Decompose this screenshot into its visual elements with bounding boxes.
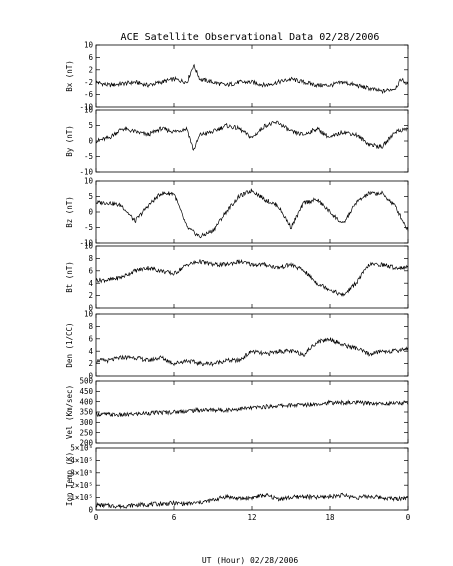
panel-3: 10 5 0 -5 -10 Bz (nT) bbox=[65, 177, 409, 248]
series-line bbox=[95, 399, 409, 418]
y-tick-label: 450 bbox=[79, 387, 93, 396]
panel-1: 10 6 2 -2 -6 -10 Bx (nT) bbox=[65, 41, 409, 112]
y-tick-label: 4 bbox=[88, 279, 93, 288]
y-tick-label: 6 bbox=[88, 266, 93, 275]
y-tick-label: 10 bbox=[84, 310, 94, 319]
y-tick-label: 2×10⁵ bbox=[70, 481, 93, 490]
y-tick-label: 0 bbox=[88, 506, 93, 515]
x-tick-label: 12 bbox=[247, 513, 256, 522]
x-tick-label: 0 bbox=[406, 513, 411, 522]
panel-frame bbox=[95, 447, 409, 511]
figure-title: ACE Satellite Observational Data 02/28/2… bbox=[121, 32, 380, 43]
y-tick-label: 10 bbox=[84, 106, 94, 115]
y-tick-label: 2 bbox=[88, 359, 93, 368]
x-axis: 0 6 12 18 0 bbox=[94, 513, 411, 522]
y-tick-label: 3×10⁵ bbox=[70, 468, 93, 477]
y-tick-label: 350 bbox=[79, 408, 93, 417]
panel-7: 5×10⁵ 4×10⁵ 3×10⁵ 2×10⁵ 1×10⁵ 0 Ion Temp (K) bbox=[65, 444, 409, 515]
y-tick-label: -5 bbox=[84, 152, 93, 161]
y-tick-label: 8 bbox=[88, 322, 93, 331]
y-tick-label: 5 bbox=[88, 192, 93, 201]
series-line bbox=[95, 120, 409, 151]
y-tick-label: -10 bbox=[79, 103, 93, 112]
series-line bbox=[95, 188, 409, 239]
panel-frame bbox=[95, 313, 409, 377]
x-axis-label: UT (Hour) 02/28/2006 bbox=[202, 556, 299, 565]
panel-4: 10 8 6 4 2 0 Bt (nT) bbox=[65, 242, 409, 313]
y-tick-label: -10 bbox=[79, 168, 93, 177]
y-tick-label: 500 bbox=[79, 377, 93, 386]
y-tick-label: 1×10⁵ bbox=[70, 493, 93, 502]
y-tick-label: -5 bbox=[84, 223, 93, 232]
y-tick-label: 0 bbox=[88, 372, 93, 381]
y-tick-label: 200 bbox=[79, 439, 93, 448]
y-tick-label: 2 bbox=[88, 65, 93, 74]
series-line bbox=[95, 492, 409, 510]
series-line bbox=[95, 337, 409, 367]
y-tick-label: 400 bbox=[79, 397, 93, 406]
y-tick-label: 10 bbox=[84, 41, 94, 50]
panel-frame bbox=[95, 44, 409, 108]
y-tick-label: 0 bbox=[88, 304, 93, 313]
y-tick-label: 10 bbox=[84, 177, 94, 186]
panels: 10 6 2 -2 -6 -10 Bx (nT) 10 5 0 -5 -10 By (nT) 10 5 0 -5… bbox=[65, 41, 409, 515]
x-tick-label: 18 bbox=[325, 513, 335, 522]
y-tick-label: -6 bbox=[84, 90, 94, 99]
y-axis-label: Bx (nT) bbox=[65, 60, 74, 92]
y-axis-label: Ion Temp (K) bbox=[65, 452, 74, 506]
y-tick-label: 2 bbox=[88, 291, 93, 300]
y-tick-label: 4 bbox=[88, 347, 93, 356]
panel-5: 10 8 6 4 2 0 Den (1/CC) bbox=[65, 310, 409, 381]
y-tick-label: 10 bbox=[84, 242, 94, 251]
y-tick-label: 5×10⁵ bbox=[70, 444, 93, 453]
y-tick-label: 6 bbox=[88, 334, 93, 343]
y-axis-label: Bt (nT) bbox=[65, 261, 74, 293]
y-tick-label: 0 bbox=[88, 137, 93, 146]
y-tick-label: -2 bbox=[84, 78, 93, 87]
y-tick-label: 0 bbox=[88, 208, 93, 217]
y-axis-label: Bz (nT) bbox=[65, 196, 74, 228]
y-axis-label: By (nT) bbox=[65, 125, 74, 157]
panel-frame bbox=[95, 245, 409, 309]
y-tick-label: 8 bbox=[88, 254, 93, 263]
panel-frame bbox=[95, 380, 409, 444]
x-tick-label: 6 bbox=[172, 513, 177, 522]
y-tick-label: 250 bbox=[79, 428, 93, 437]
panel-2: 10 5 0 -5 -10 By (nT) bbox=[65, 106, 409, 177]
x-tick-label: 0 bbox=[94, 513, 99, 522]
series-line bbox=[95, 63, 409, 95]
panel-frame bbox=[95, 109, 409, 173]
y-tick-label: 4×10⁵ bbox=[70, 456, 93, 465]
series-line bbox=[95, 258, 409, 297]
y-tick-label: 5 bbox=[88, 121, 93, 130]
y-tick-label: 6 bbox=[88, 53, 93, 62]
y-axis-label: Den (1/CC) bbox=[65, 322, 74, 367]
y-axis-label: Vel (Km/sec) bbox=[65, 385, 74, 439]
y-tick-label: -10 bbox=[79, 239, 93, 248]
y-tick-label: 300 bbox=[79, 418, 93, 427]
